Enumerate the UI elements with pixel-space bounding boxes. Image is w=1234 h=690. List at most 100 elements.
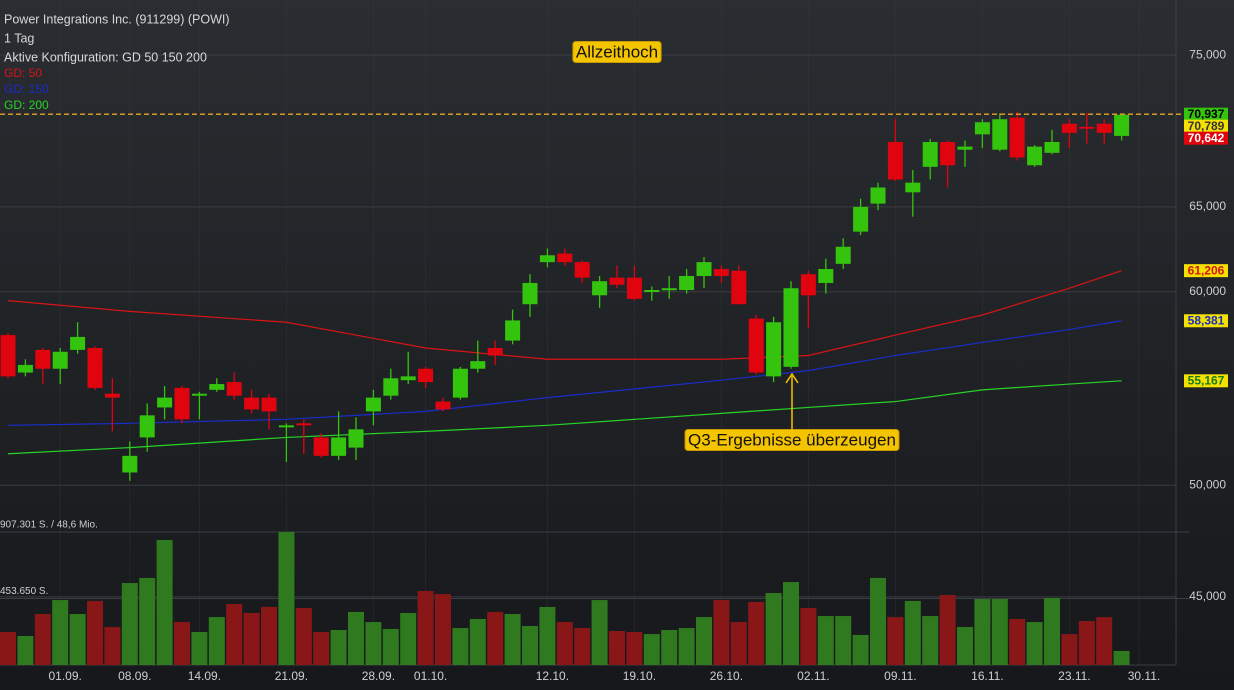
candle-body <box>0 335 16 377</box>
config: Aktive Konfiguration: GD 50 150 200 <box>4 50 207 64</box>
chart-title: Power Integrations Inc. (911299) (POWI) <box>4 12 230 26</box>
volume-bar <box>765 593 782 665</box>
candle-body <box>244 397 260 410</box>
candle-body <box>383 378 399 396</box>
annotation: Allzeithoch <box>576 42 658 61</box>
candle-body <box>52 351 68 369</box>
candle-body <box>209 384 225 390</box>
candle-body <box>887 142 903 180</box>
candle-body <box>905 182 921 193</box>
volume-bar <box>330 629 347 665</box>
candle-body <box>104 393 120 398</box>
candle-body <box>557 253 573 263</box>
candle-body <box>748 318 764 373</box>
volume-bar <box>800 607 817 665</box>
volume-bar <box>696 617 712 665</box>
price-label-box <box>1184 131 1228 145</box>
volume-tick-label: 907.301 S. / 48,6 Mio. <box>0 520 98 531</box>
volume-bar <box>870 577 886 665</box>
volume-bar <box>1061 634 1078 665</box>
volume-bar <box>539 606 556 665</box>
candle-body <box>766 322 782 377</box>
x-tick-label: 21.09. <box>275 669 308 683</box>
x-tick-label: 09.11. <box>884 669 916 683</box>
candle-body <box>331 437 347 456</box>
volume-bar <box>1026 622 1043 665</box>
candle-body <box>1114 114 1130 136</box>
candle-body <box>731 270 747 305</box>
volume-bar <box>17 635 34 665</box>
candle-body <box>679 275 695 290</box>
x-tick-label: 28.09. <box>362 669 395 683</box>
volume-bar <box>939 594 956 665</box>
x-tick-label: 30.11. <box>1128 669 1160 683</box>
volume-bar <box>887 617 904 665</box>
volume-bar <box>730 622 747 665</box>
candle-body <box>522 282 538 305</box>
volume-bar <box>974 599 991 665</box>
candle-body <box>644 289 660 292</box>
candle-body <box>296 423 312 426</box>
volume-bar <box>417 590 434 665</box>
candle-body <box>626 277 642 299</box>
volume-bar <box>34 613 51 665</box>
volume-bar <box>278 532 295 665</box>
volume-bar <box>922 616 939 665</box>
volume-bar <box>574 628 591 665</box>
y-tick-label: 50,000 <box>1189 477 1226 491</box>
volume-bar <box>174 622 190 665</box>
legend-label: GD: 150 <box>4 82 49 96</box>
volume-bar <box>852 634 869 665</box>
price-label-box <box>1184 374 1228 388</box>
candle-body <box>974 122 990 135</box>
legend-label: GD: 50 <box>4 66 42 80</box>
candle-body <box>818 269 834 283</box>
x-tick-label: 02.11. <box>797 669 829 683</box>
volume-bar <box>713 600 730 665</box>
candle-body <box>87 348 103 388</box>
moving-average <box>7 380 1122 455</box>
volume-bar <box>991 599 1008 665</box>
candle-body <box>261 397 277 412</box>
volume-bar <box>904 600 921 665</box>
candle-body <box>418 368 434 383</box>
volume-bar <box>191 632 208 665</box>
price-label: 61,206 <box>1188 263 1225 277</box>
candle-body <box>940 142 956 166</box>
volume-bar <box>609 630 625 665</box>
volume-bar <box>643 634 660 665</box>
candle-body <box>922 142 938 167</box>
x-tick-label: 01.10. <box>414 669 447 683</box>
volume-bar <box>382 628 399 665</box>
candle-body <box>713 269 729 276</box>
candle-body <box>835 246 851 264</box>
volume-bar <box>678 628 695 665</box>
candle-body <box>400 376 416 381</box>
volume-bar <box>661 629 678 665</box>
candle-body <box>609 277 625 285</box>
price-label-box <box>1184 119 1228 133</box>
candle-body <box>122 455 138 473</box>
y-tick-label: 75,000 <box>1189 47 1226 61</box>
volume-tick-label: 453.650 S. <box>0 586 48 597</box>
x-tick-label: 16.11. <box>971 669 1003 683</box>
volume-bar <box>243 612 260 665</box>
volume-bar <box>783 582 799 665</box>
y-tick-label: 45,000 <box>1189 589 1226 603</box>
volume-bar <box>1113 650 1130 665</box>
candle-body <box>17 364 33 373</box>
candle-body <box>157 397 173 408</box>
annotation-arrowhead <box>785 372 799 384</box>
candle-body <box>783 288 799 367</box>
x-tick-label: 26.10. <box>710 669 743 683</box>
candle-body <box>174 387 190 420</box>
candle-body <box>539 255 555 263</box>
volume-bar <box>835 616 852 665</box>
candle-body <box>1027 146 1043 166</box>
candle-body <box>661 288 677 291</box>
x-tick-label: 14.09. <box>188 669 221 683</box>
candle-body <box>452 368 468 398</box>
plot <box>0 0 1190 665</box>
candle-body <box>139 415 155 438</box>
